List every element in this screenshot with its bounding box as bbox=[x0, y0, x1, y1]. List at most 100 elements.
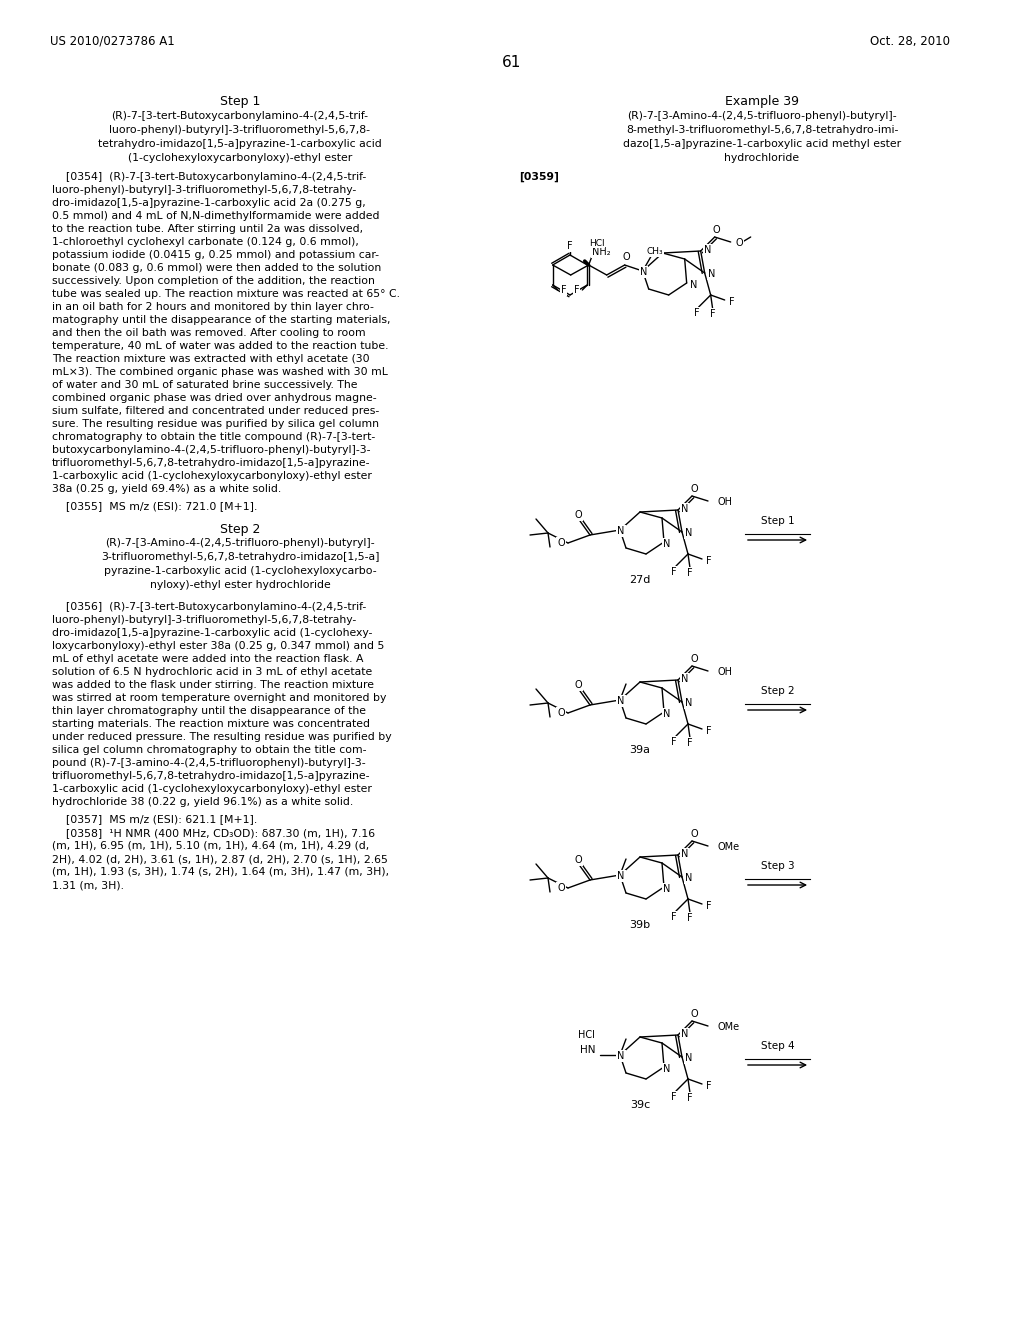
Text: tetrahydro-imidazo[1,5-a]pyrazine-1-carboxylic acid: tetrahydro-imidazo[1,5-a]pyrazine-1-carb… bbox=[98, 139, 382, 149]
Text: temperature, 40 mL of water was added to the reaction tube.: temperature, 40 mL of water was added to… bbox=[52, 341, 388, 351]
Text: N: N bbox=[664, 539, 671, 549]
Text: sure. The resulting residue was purified by silica gel column: sure. The resulting residue was purified… bbox=[52, 418, 379, 429]
Text: N: N bbox=[681, 1030, 688, 1039]
Text: N: N bbox=[681, 675, 688, 684]
Text: bonate (0.083 g, 0.6 mmol) were then added to the solution: bonate (0.083 g, 0.6 mmol) were then add… bbox=[52, 263, 381, 273]
Text: N: N bbox=[617, 1051, 625, 1061]
Text: 2H), 4.02 (d, 2H), 3.61 (s, 1H), 2.87 (d, 2H), 2.70 (s, 1H), 2.65: 2H), 4.02 (d, 2H), 3.61 (s, 1H), 2.87 (d… bbox=[52, 854, 388, 865]
Text: N: N bbox=[617, 696, 625, 706]
Text: N: N bbox=[664, 884, 671, 894]
Text: O: O bbox=[690, 1008, 697, 1019]
Text: 61: 61 bbox=[503, 55, 521, 70]
Text: (R)-7-[3-Amino-4-(2,4,5-trifluoro-phenyl)-butyryl]-: (R)-7-[3-Amino-4-(2,4,5-trifluoro-phenyl… bbox=[105, 539, 375, 548]
Text: luoro-phenyl)-butyryl]-3-trifluoromethyl-5,6,7,8-: luoro-phenyl)-butyryl]-3-trifluoromethyl… bbox=[110, 125, 371, 135]
Text: O: O bbox=[557, 883, 565, 894]
Text: Step 3: Step 3 bbox=[761, 861, 795, 871]
Text: F: F bbox=[567, 242, 572, 251]
Text: N: N bbox=[703, 246, 711, 255]
Text: (R)-7-[3-Amino-4-(2,4,5-trifluoro-phenyl)-butyryl]-: (R)-7-[3-Amino-4-(2,4,5-trifluoro-phenyl… bbox=[627, 111, 897, 121]
Text: loxycarbonyloxy)-ethyl ester 38a (0.25 g, 0.347 mmol) and 5: loxycarbonyloxy)-ethyl ester 38a (0.25 g… bbox=[52, 642, 384, 651]
Text: OH: OH bbox=[717, 498, 732, 507]
Text: [0358]  ¹H NMR (400 MHz, CD₃OD): δ87.30 (m, 1H), 7.16: [0358] ¹H NMR (400 MHz, CD₃OD): δ87.30 (… bbox=[52, 828, 375, 838]
Text: N: N bbox=[681, 504, 688, 513]
Text: F: F bbox=[706, 556, 712, 566]
Text: F: F bbox=[671, 568, 677, 577]
Text: sium sulfate, filtered and concentrated under reduced pres-: sium sulfate, filtered and concentrated … bbox=[52, 407, 379, 416]
Text: F: F bbox=[671, 912, 677, 921]
Text: F: F bbox=[561, 285, 566, 294]
Text: US 2010/0273786 A1: US 2010/0273786 A1 bbox=[50, 36, 175, 48]
Text: N: N bbox=[685, 1053, 692, 1063]
Text: was stirred at room temperature overnight and monitored by: was stirred at room temperature overnigh… bbox=[52, 693, 386, 704]
Text: was added to the flask under stirring. The reaction mixture: was added to the flask under stirring. T… bbox=[52, 680, 374, 690]
Text: N: N bbox=[685, 528, 692, 539]
Text: N: N bbox=[685, 873, 692, 883]
Text: to the reaction tube. After stirring until 2a was dissolved,: to the reaction tube. After stirring unt… bbox=[52, 224, 364, 234]
Text: 39c: 39c bbox=[630, 1100, 650, 1110]
Text: O: O bbox=[623, 252, 631, 261]
Text: thin layer chromatography until the disappearance of the: thin layer chromatography until the disa… bbox=[52, 706, 366, 715]
Text: HCl: HCl bbox=[589, 239, 604, 248]
Text: O: O bbox=[574, 510, 582, 520]
Text: mL×3). The combined organic phase was washed with 30 mL: mL×3). The combined organic phase was wa… bbox=[52, 367, 388, 378]
Text: silica gel column chromatography to obtain the title com-: silica gel column chromatography to obta… bbox=[52, 744, 367, 755]
Text: 39b: 39b bbox=[630, 920, 650, 931]
Text: F: F bbox=[706, 726, 712, 737]
Text: Step 4: Step 4 bbox=[761, 1041, 795, 1051]
Text: N: N bbox=[617, 525, 625, 536]
Text: N: N bbox=[685, 698, 692, 708]
Text: O: O bbox=[557, 708, 565, 718]
Text: chromatography to obtain the title compound (R)-7-[3-tert-: chromatography to obtain the title compo… bbox=[52, 432, 375, 442]
Text: luoro-phenyl)-butyryl]-3-trifluoromethyl-5,6,7,8-tetrahy-: luoro-phenyl)-butyryl]-3-trifluoromethyl… bbox=[52, 185, 356, 195]
Text: F: F bbox=[671, 1092, 677, 1102]
Text: [0355]  MS m/z (ESI): 721.0 [M+1].: [0355] MS m/z (ESI): 721.0 [M+1]. bbox=[52, 502, 257, 511]
Text: trifluoromethyl-5,6,7,8-tetrahydro-imidazo[1,5-a]pyrazine-: trifluoromethyl-5,6,7,8-tetrahydro-imida… bbox=[52, 458, 371, 469]
Text: F: F bbox=[687, 568, 693, 578]
Text: 3-trifluoromethyl-5,6,7,8-tetrahydro-imidazo[1,5-a]: 3-trifluoromethyl-5,6,7,8-tetrahydro-imi… bbox=[100, 552, 379, 562]
Text: in an oil bath for 2 hours and monitored by thin layer chro-: in an oil bath for 2 hours and monitored… bbox=[52, 302, 374, 312]
Text: 38a (0.25 g, yield 69.4%) as a white solid.: 38a (0.25 g, yield 69.4%) as a white sol… bbox=[52, 484, 282, 494]
Text: 0.5 mmol) and 4 mL of N,N-dimethylformamide were added: 0.5 mmol) and 4 mL of N,N-dimethylformam… bbox=[52, 211, 380, 220]
Text: Step 2: Step 2 bbox=[220, 523, 260, 536]
Text: F: F bbox=[687, 1093, 693, 1104]
Text: N: N bbox=[617, 871, 625, 880]
Text: 1-chloroethyl cyclohexyl carbonate (0.124 g, 0.6 mmol),: 1-chloroethyl cyclohexyl carbonate (0.12… bbox=[52, 238, 358, 247]
Text: N: N bbox=[640, 267, 647, 277]
Text: luoro-phenyl)-butyryl]-3-trifluoromethyl-5,6,7,8-tetrahy-: luoro-phenyl)-butyryl]-3-trifluoromethyl… bbox=[52, 615, 356, 624]
Text: O: O bbox=[557, 539, 565, 548]
Text: NH₂: NH₂ bbox=[592, 247, 610, 257]
Text: O: O bbox=[690, 829, 697, 840]
Text: OMe: OMe bbox=[717, 842, 739, 851]
Text: F: F bbox=[706, 902, 712, 911]
Text: combined organic phase was dried over anhydrous magne-: combined organic phase was dried over an… bbox=[52, 393, 377, 403]
Text: O: O bbox=[574, 680, 582, 690]
Text: trifluoromethyl-5,6,7,8-tetrahydro-imidazo[1,5-a]pyrazine-: trifluoromethyl-5,6,7,8-tetrahydro-imida… bbox=[52, 771, 371, 781]
Text: and then the oil bath was removed. After cooling to room: and then the oil bath was removed. After… bbox=[52, 327, 366, 338]
Text: starting materials. The reaction mixture was concentrated: starting materials. The reaction mixture… bbox=[52, 719, 370, 729]
Text: N: N bbox=[664, 1064, 671, 1074]
Text: dro-imidazo[1,5-a]pyrazine-1-carboxylic acid (1-cyclohexy-: dro-imidazo[1,5-a]pyrazine-1-carboxylic … bbox=[52, 628, 373, 638]
Text: F: F bbox=[573, 285, 580, 294]
Text: 1-carboxylic acid (1-cyclohexyloxycarbonyloxy)-ethyl ester: 1-carboxylic acid (1-cyclohexyloxycarbon… bbox=[52, 784, 372, 795]
Text: F: F bbox=[710, 309, 716, 319]
Text: F: F bbox=[694, 308, 699, 318]
Text: O: O bbox=[713, 224, 721, 235]
Text: O: O bbox=[690, 653, 697, 664]
Text: O: O bbox=[690, 484, 697, 494]
Text: [0357]  MS m/z (ESI): 621.1 [M+1].: [0357] MS m/z (ESI): 621.1 [M+1]. bbox=[52, 814, 257, 824]
Text: successively. Upon completion of the addition, the reaction: successively. Upon completion of the add… bbox=[52, 276, 375, 286]
Text: CH₃: CH₃ bbox=[646, 248, 663, 256]
Text: 8-methyl-3-trifluoromethyl-5,6,7,8-tetrahydro-imi-: 8-methyl-3-trifluoromethyl-5,6,7,8-tetra… bbox=[626, 125, 898, 135]
Text: [0354]  (R)-7-[3-tert-Butoxycarbonylamino-4-(2,4,5-trif-: [0354] (R)-7-[3-tert-Butoxycarbonylamino… bbox=[52, 172, 367, 182]
Text: OMe: OMe bbox=[717, 1022, 739, 1032]
Text: pound (R)-7-[3-amino-4-(2,4,5-trifluorophenyl)-butyryl]-3-: pound (R)-7-[3-amino-4-(2,4,5-trifluorop… bbox=[52, 758, 366, 768]
Text: Example 39: Example 39 bbox=[725, 95, 799, 108]
Text: Step 2: Step 2 bbox=[761, 686, 795, 696]
Text: hydrochloride: hydrochloride bbox=[724, 153, 800, 162]
Text: matography until the disappearance of the starting materials,: matography until the disappearance of th… bbox=[52, 315, 390, 325]
Text: [0359]: [0359] bbox=[519, 172, 559, 182]
Text: N: N bbox=[681, 849, 688, 859]
Text: N: N bbox=[690, 280, 697, 290]
Text: Step 1: Step 1 bbox=[761, 516, 795, 525]
Text: mL of ethyl acetate were added into the reaction flask. A: mL of ethyl acetate were added into the … bbox=[52, 653, 364, 664]
